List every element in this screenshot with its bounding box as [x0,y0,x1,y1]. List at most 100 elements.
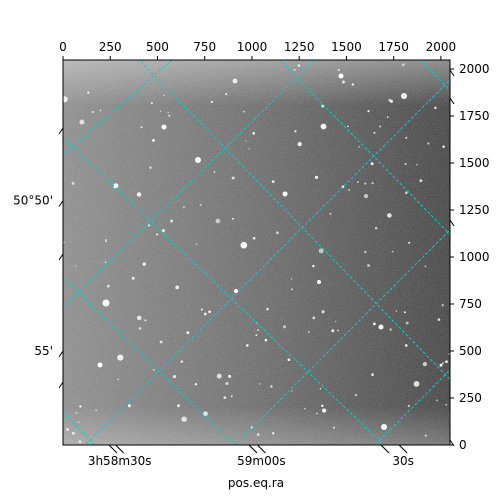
x-top-tick-label: 2000 [426,40,457,54]
star [245,344,249,347]
dec-tick-label: 55' [34,344,53,358]
star [77,421,80,423]
ra-minor-tick [380,444,390,454]
star [127,404,131,408]
y-right-tick-label: 2000 [459,62,490,76]
star [314,175,319,179]
star [294,130,297,133]
star [228,374,232,378]
star [152,138,155,142]
star [357,181,359,183]
star [297,141,302,147]
star [113,183,119,189]
bright-star [161,124,167,130]
star [374,227,378,230]
star [401,63,405,67]
star [200,308,203,311]
star [436,399,439,402]
star-field [63,63,450,444]
y-right-tick-label: 1500 [459,156,490,170]
star [210,100,214,104]
star [290,278,293,280]
pixel-x-axis-top: 0 250 500 750 1000 1250 1500 1750 2000 [59,40,456,60]
star [408,241,411,244]
star [403,311,406,314]
star [180,360,184,363]
x-top-tick-label: 1250 [284,40,315,54]
star [391,250,394,253]
star [334,320,337,323]
star [441,304,444,307]
star [287,358,291,362]
dec-right-tick [449,97,455,105]
star [144,319,147,322]
bright-star [102,299,110,307]
dec-tick [58,350,64,358]
grid-line [63,60,173,156]
star [136,192,142,197]
plot-frame [62,59,451,446]
star [71,431,75,435]
star [258,383,261,385]
star [161,229,165,233]
star [168,114,171,117]
star [321,404,324,408]
star [364,250,367,254]
star [208,310,211,314]
ra-tick-label: 59m00s [237,454,285,468]
star [276,231,279,234]
star [79,119,85,125]
star [95,409,97,412]
star [256,433,260,436]
star [269,385,273,388]
ra-tick-label: 3h58m30s [88,454,152,468]
star [364,182,367,185]
star [138,327,142,330]
star [150,102,153,105]
star [148,224,151,227]
star [87,91,90,94]
dec-tick-label: 50°50' [13,194,53,208]
star [441,362,444,365]
star [105,240,108,243]
star [331,329,335,333]
star [257,329,259,331]
grid-line [278,60,450,236]
x-top-tick-label: 0 [59,40,67,54]
y-right-tick-label: 1750 [459,109,490,123]
ra-tick-label: 30s [392,454,414,468]
star [255,334,258,337]
sky-image [63,60,450,445]
star [407,404,411,408]
bright-star [317,280,321,284]
grid-line [63,412,96,445]
dec-minor-tick [58,381,64,389]
star [404,344,408,347]
star [176,404,181,408]
star [312,316,316,320]
star [318,248,324,254]
bright-star [378,324,384,330]
dec-right-tick [449,439,455,447]
star [386,116,389,118]
star [445,360,448,364]
star [387,213,392,218]
grid-line [234,229,450,445]
star [367,264,370,267]
y-right-tick-label: 0 [459,438,467,452]
star [75,411,78,414]
star [348,189,351,191]
star [170,219,174,223]
star [264,338,268,342]
star [243,110,245,113]
star [405,136,408,139]
star [104,261,107,264]
y-right-tick-label: 1000 [459,250,490,264]
grid-line [84,79,450,445]
star [225,381,229,386]
x-top-tick-label: 1000 [237,40,268,54]
pixel-y-axis-right: 0 250 500 750 1000 1250 1500 1750 2000 [449,62,490,452]
star [434,106,437,110]
star [149,166,152,169]
